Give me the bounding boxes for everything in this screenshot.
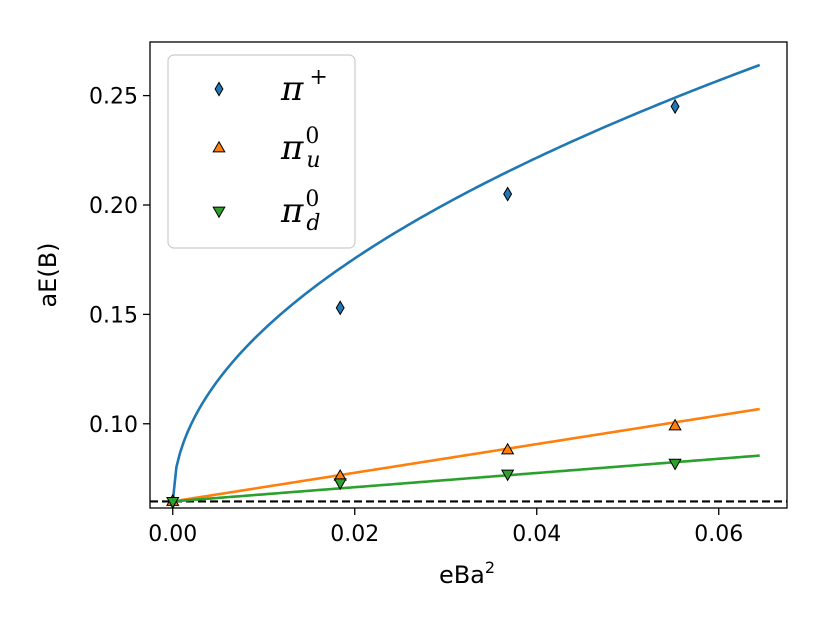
legend: π + π0 u π0 d	[167, 54, 356, 249]
data-point-series-1-3	[503, 186, 513, 202]
legend-marker-series-1	[214, 81, 224, 97]
x-axis-label: eBa2	[439, 558, 495, 589]
x-tick-label: 0.02	[330, 522, 379, 547]
data-point-series-1-4	[670, 98, 680, 115]
fit-line-series-3	[172, 454, 760, 503]
data-point-series-3-2	[333, 478, 347, 491]
y-tick-label: 0.20	[89, 194, 138, 219]
y-tick-label: 0.10	[89, 413, 138, 438]
axes-frame	[149, 41, 788, 509]
data-point-series-2-3	[500, 442, 515, 455]
legend-label-series-2: π0 u	[280, 124, 321, 173]
x-axis-ticks: 0.00 0.02 0.04 0.06	[148, 508, 743, 547]
legend-label-series-3: π0 d	[280, 187, 320, 236]
legend-marker-series-3	[212, 206, 226, 219]
x-tick-label: 0.06	[694, 522, 743, 547]
y-axis-ticks: 0.10 0.15 0.20 0.25	[89, 85, 150, 438]
legend-frame	[167, 54, 356, 249]
data-point-series-3-1	[166, 497, 180, 509]
fit-line-series-1	[171, 63, 761, 502]
legend-label-series-1: π +	[280, 65, 328, 109]
y-tick-label: 0.25	[89, 85, 138, 110]
x-tick-label: 0.00	[148, 522, 197, 547]
data-point-series-2-4	[668, 418, 682, 431]
legend-marker-series-2	[212, 140, 226, 153]
x-tick-label: 0.04	[512, 522, 561, 547]
y-axis-label: aE(B)	[34, 242, 62, 307]
plot-area	[149, 41, 788, 510]
fit-line-series-2	[172, 407, 760, 503]
data-point-series-1-2	[335, 300, 345, 316]
y-tick-label: 0.15	[89, 303, 138, 328]
data-point-series-3-4	[668, 458, 682, 471]
data-point-series-3-3	[500, 469, 515, 482]
